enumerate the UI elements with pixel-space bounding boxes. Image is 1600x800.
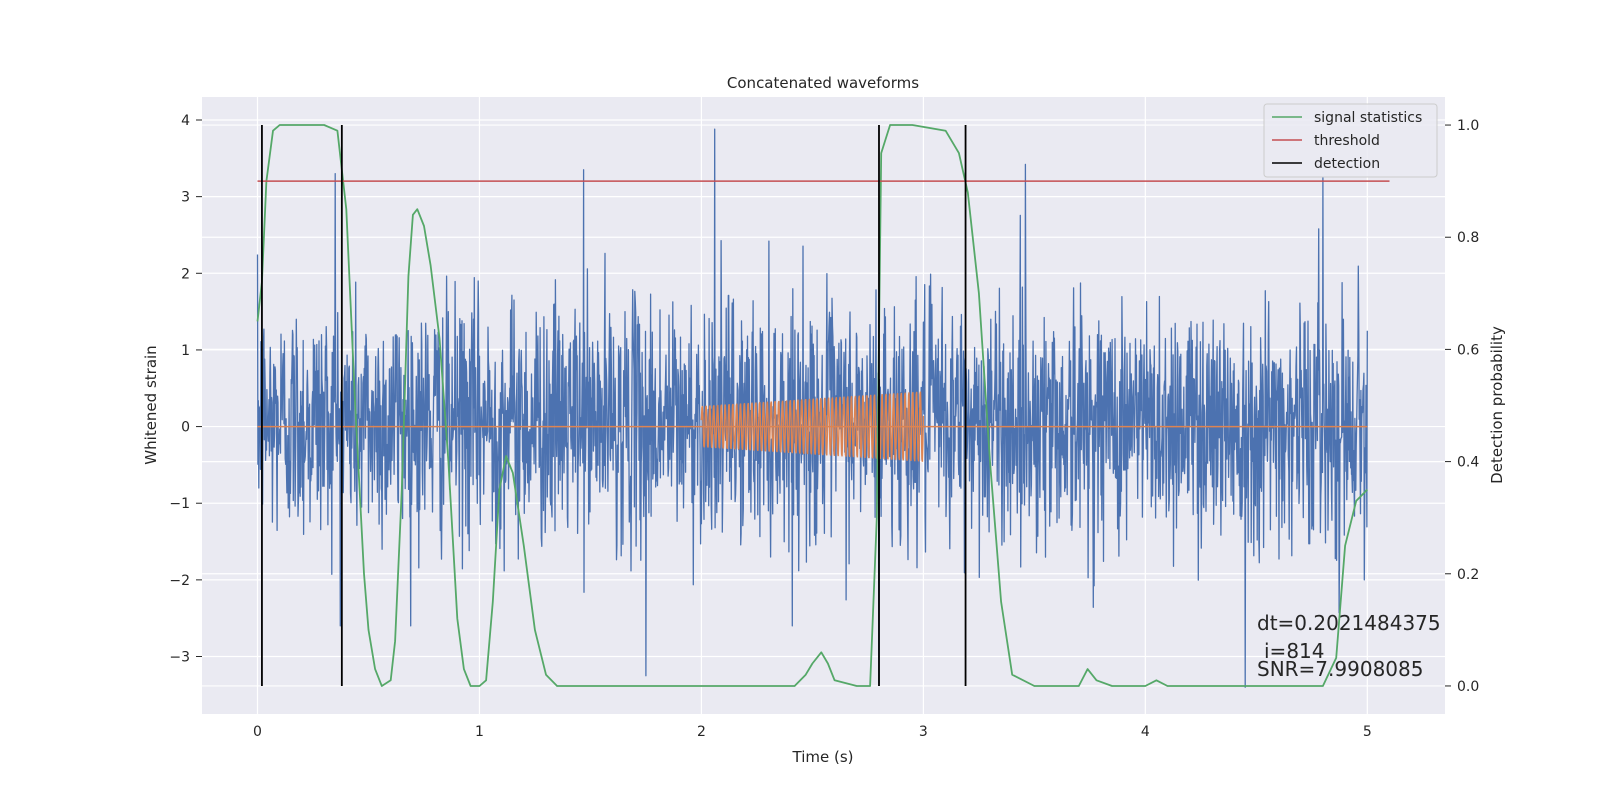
y-tick-label: −3 [169,650,190,666]
y-tick-label: 4 [181,113,190,129]
x-tick-label: 4 [1141,724,1150,740]
x-tick-label: 5 [1363,724,1372,740]
annotation-i: i=814 [1264,639,1325,663]
tick-labels: 0 1 2 3 4 5 −3 −2 −1 0 1 2 3 4 0.0 0.2 0.4 0.6 0.8 1.0 [169,113,1479,740]
y-tick-label: 3 [181,190,190,206]
injected-signal-series [257,391,1368,462]
y-tick-label: 2 [181,266,190,282]
x-tick-label: 2 [697,724,706,740]
y-axis-label-right: Detection probability [1488,326,1506,484]
x-axis-label: Time (s) [792,748,854,766]
y-tick-label: −1 [169,496,190,512]
x-tick-label: 3 [919,724,928,740]
y-tick-label-right: 0.6 [1457,342,1479,358]
legend-label-threshold: threshold [1314,133,1380,149]
injected-chirp [700,391,925,462]
chart-title: Concatenated waveforms [727,74,919,92]
x-tick-label: 1 [475,724,484,740]
legend: signal statistics threshold detection [1263,103,1438,178]
y-tick-label-right: 0.2 [1457,567,1479,583]
y-tick-label-right: 1.0 [1457,118,1479,134]
x-tick-label: 0 [253,724,262,740]
annotation-snr: SNR=7.9908085 [1257,657,1423,681]
y-tick-label: 1 [181,343,190,359]
y-tick-label-right: 0.4 [1457,455,1479,471]
detection-series [261,125,967,686]
signal-statistics-series [256,124,1368,687]
y-tick-label-right: 0.8 [1457,230,1479,246]
y-tick-label: 0 [181,420,190,436]
legend-box [1263,103,1438,178]
annotation-dt: dt=0.2021484375 [1257,611,1441,635]
signal-statistics-line [256,124,1368,687]
y-tick-label-right: 0.0 [1457,679,1479,695]
legend-label-detection: detection [1314,156,1380,172]
y-axis-label: Whitened strain [142,345,160,464]
legend-label-signal-statistics: signal statistics [1314,110,1422,126]
y-tick-label: −2 [169,573,190,589]
